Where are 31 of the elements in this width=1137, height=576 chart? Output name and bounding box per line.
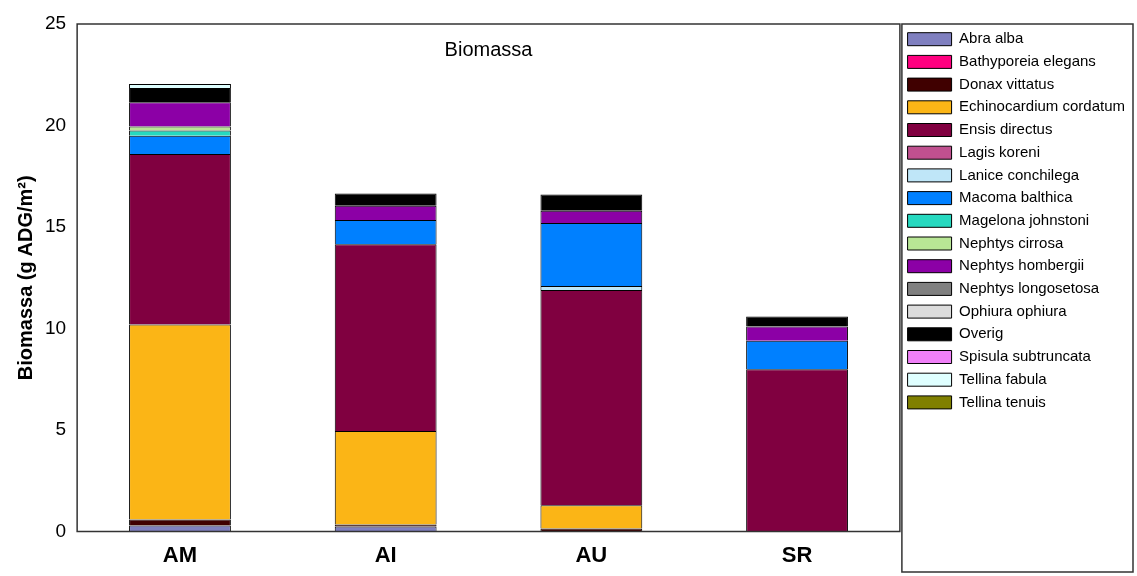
legend-label: Macoma balthica bbox=[959, 188, 1074, 206]
legend-label: Lagis koreni bbox=[959, 142, 1040, 160]
legend-label: Lanice conchilega bbox=[959, 165, 1080, 183]
x-tick-label: AM bbox=[162, 541, 198, 567]
legend-label: Magelona johnstoni bbox=[959, 210, 1090, 228]
legend-label: Tellina fabula bbox=[959, 369, 1048, 387]
x-tick-label: AI bbox=[374, 541, 397, 567]
bar bbox=[746, 316, 848, 327]
y-tick-label: 15 bbox=[44, 215, 67, 237]
y-tick-label: 25 bbox=[44, 12, 67, 34]
legend-label: Ophiura ophiura bbox=[959, 301, 1068, 319]
legend-label: Abra alba bbox=[959, 29, 1024, 47]
legend-label: Overig bbox=[959, 324, 1004, 342]
y-tick-label: 20 bbox=[44, 113, 67, 135]
legend-label: Echinocardium cordatum bbox=[959, 97, 1126, 115]
legend-label: Donax vittatus bbox=[959, 74, 1055, 92]
legend-label: Bathyporeia elegans bbox=[959, 52, 1096, 70]
x-tick-label: SR bbox=[781, 541, 813, 567]
legend-label: Tellina tenuis bbox=[959, 392, 1046, 410]
legend-label: Nephtys hombergii bbox=[959, 256, 1085, 274]
legend-label: Ensis directus bbox=[959, 120, 1053, 138]
bar bbox=[129, 87, 231, 103]
y-tick-label: 0 bbox=[55, 519, 67, 541]
legend-label: Spisula subtruncata bbox=[959, 347, 1092, 365]
y-tick-label: 5 bbox=[55, 418, 67, 440]
x-tick-label: AU bbox=[575, 541, 608, 567]
text: Biomassa bbox=[444, 37, 534, 60]
y-axis-title: Biomassa (g ADG/m²) bbox=[13, 175, 36, 381]
legend-label: Nephtys cirrosa bbox=[959, 233, 1064, 251]
y-tick-label: 10 bbox=[44, 316, 67, 338]
legend-label: Nephtys longosetosa bbox=[959, 279, 1100, 297]
